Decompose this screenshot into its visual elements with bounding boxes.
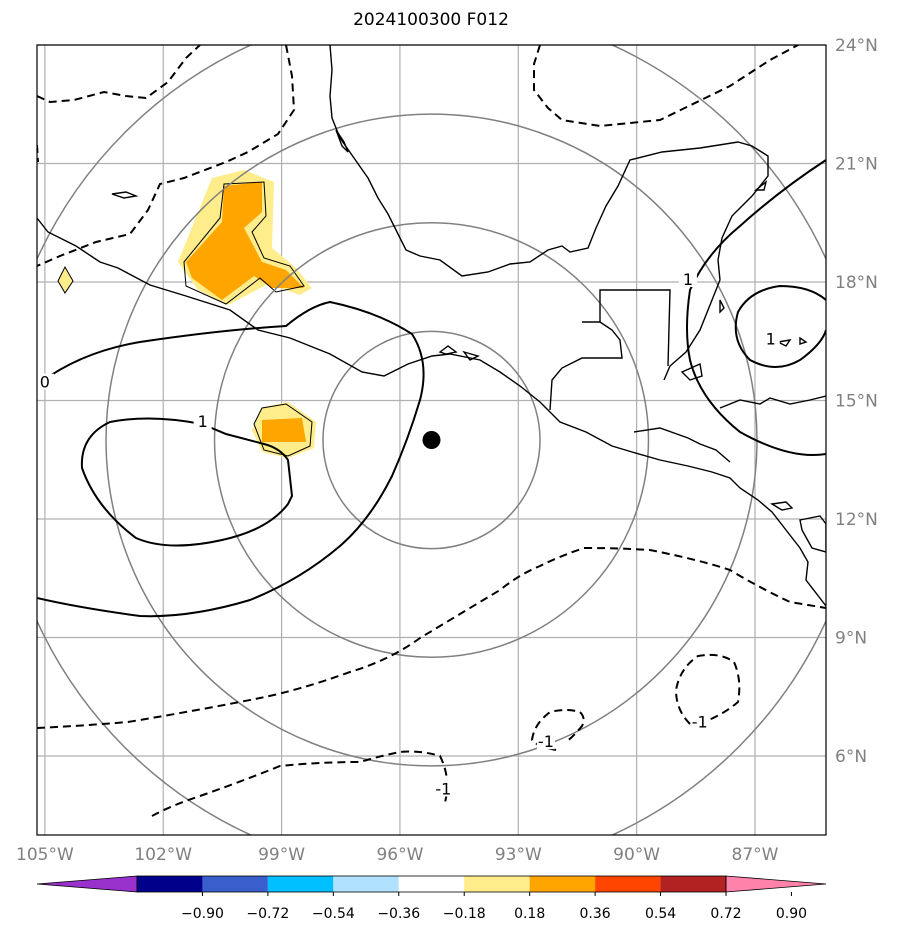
shaded-region-north — [178, 170, 312, 305]
lon-tick-label: 99°W — [258, 845, 305, 865]
lon-tick-label: 105°W — [16, 845, 74, 865]
colorbar-tick-label: 0.54 — [645, 906, 676, 922]
axis-tick-labels: 105°W 102°W 99°W 96°W 93°W 90°W 87°W 24°N 21°N 18… — [16, 36, 878, 865]
range-ring — [322, 330, 541, 550]
lat-tick-label: 21°N — [835, 155, 878, 175]
colorbar-tick-label: −0.36 — [377, 906, 420, 922]
colorbar-tick-label: −0.54 — [312, 906, 355, 922]
contour-label: 0 — [40, 373, 50, 392]
contour-label-bg — [37, 373, 54, 390]
lat-tick-label: 24°N — [835, 36, 878, 56]
contour-label: -1 — [435, 780, 451, 799]
lat-tick-label: 18°N — [835, 273, 878, 293]
contour-label-bg — [690, 713, 709, 730]
contour-label-bg — [761, 330, 780, 347]
contour-label: -1 — [538, 732, 554, 751]
colorbar-tick-label: −0.72 — [246, 906, 289, 922]
contour-label: 1 — [683, 270, 693, 289]
colorbar-tick-label: 0.90 — [776, 906, 807, 922]
map-title: 2024100300 F012 — [353, 10, 509, 30]
colorbar-tick-label: 0.72 — [710, 906, 741, 922]
colorbar-swatch — [398, 876, 465, 892]
colorbar-tick-label: −0.18 — [443, 906, 486, 922]
colorbar-tick-label: 0.18 — [514, 906, 545, 922]
map-frame — [36, 44, 827, 836]
shaded-region-south — [252, 402, 316, 458]
contour-labels: 0 1 1 1 -1 -1 -1 — [37, 270, 780, 799]
lon-tick-label: 96°W — [376, 845, 423, 865]
coastlines — [37, 45, 826, 607]
colorbar-tick-label: −0.90 — [181, 906, 224, 922]
contour-label-bg — [193, 413, 212, 430]
colorbar-swatch — [660, 876, 726, 892]
colorbar: −0.90 −0.72 −0.54 −0.36 −0.18 0.18 0.36 0.54 0.7… — [36, 875, 827, 922]
lon-tick-label: 102°W — [134, 845, 192, 865]
lon-tick-label: 87°W — [732, 845, 779, 865]
colorbar-extension-high — [725, 875, 827, 893]
shaded-region-west-edge — [57, 265, 74, 294]
contour-label-bg — [434, 780, 453, 797]
contour-lines-dashed — [37, 45, 826, 817]
contour-label-bg — [536, 733, 555, 750]
graticule — [37, 44, 826, 835]
storm-center-marker — [422, 431, 441, 449]
colorbar-swatch — [267, 876, 334, 892]
contour-lines — [37, 159, 826, 618]
contour-label: 1 — [198, 412, 208, 431]
colorbar-swatch — [464, 876, 530, 892]
colorbar-tick-label: 0.36 — [580, 906, 611, 922]
contour-label: 1 — [766, 329, 776, 348]
colorbar-swatch — [137, 876, 203, 892]
lat-tick-label: 15°N — [835, 392, 878, 412]
lat-tick-label: 6°N — [835, 747, 867, 767]
colorbar-extension-low — [36, 875, 138, 893]
colorbar-swatch — [202, 876, 268, 892]
range-ring — [213, 222, 650, 658]
colorbar-swatch — [333, 876, 399, 892]
lat-tick-label: 9°N — [835, 629, 867, 649]
contour-label: -1 — [692, 712, 708, 731]
colorbar-swatch — [595, 876, 661, 892]
lat-tick-label: 12°N — [835, 510, 878, 530]
lon-tick-label: 93°W — [495, 845, 542, 865]
lon-tick-label: 90°W — [613, 845, 660, 865]
colorbar-swatch — [529, 876, 596, 892]
map-plot-area: 0 1 1 1 -1 -1 -1 — [37, 45, 826, 835]
colorbar-frame — [136, 875, 727, 893]
contour-label-bg — [678, 271, 697, 287]
